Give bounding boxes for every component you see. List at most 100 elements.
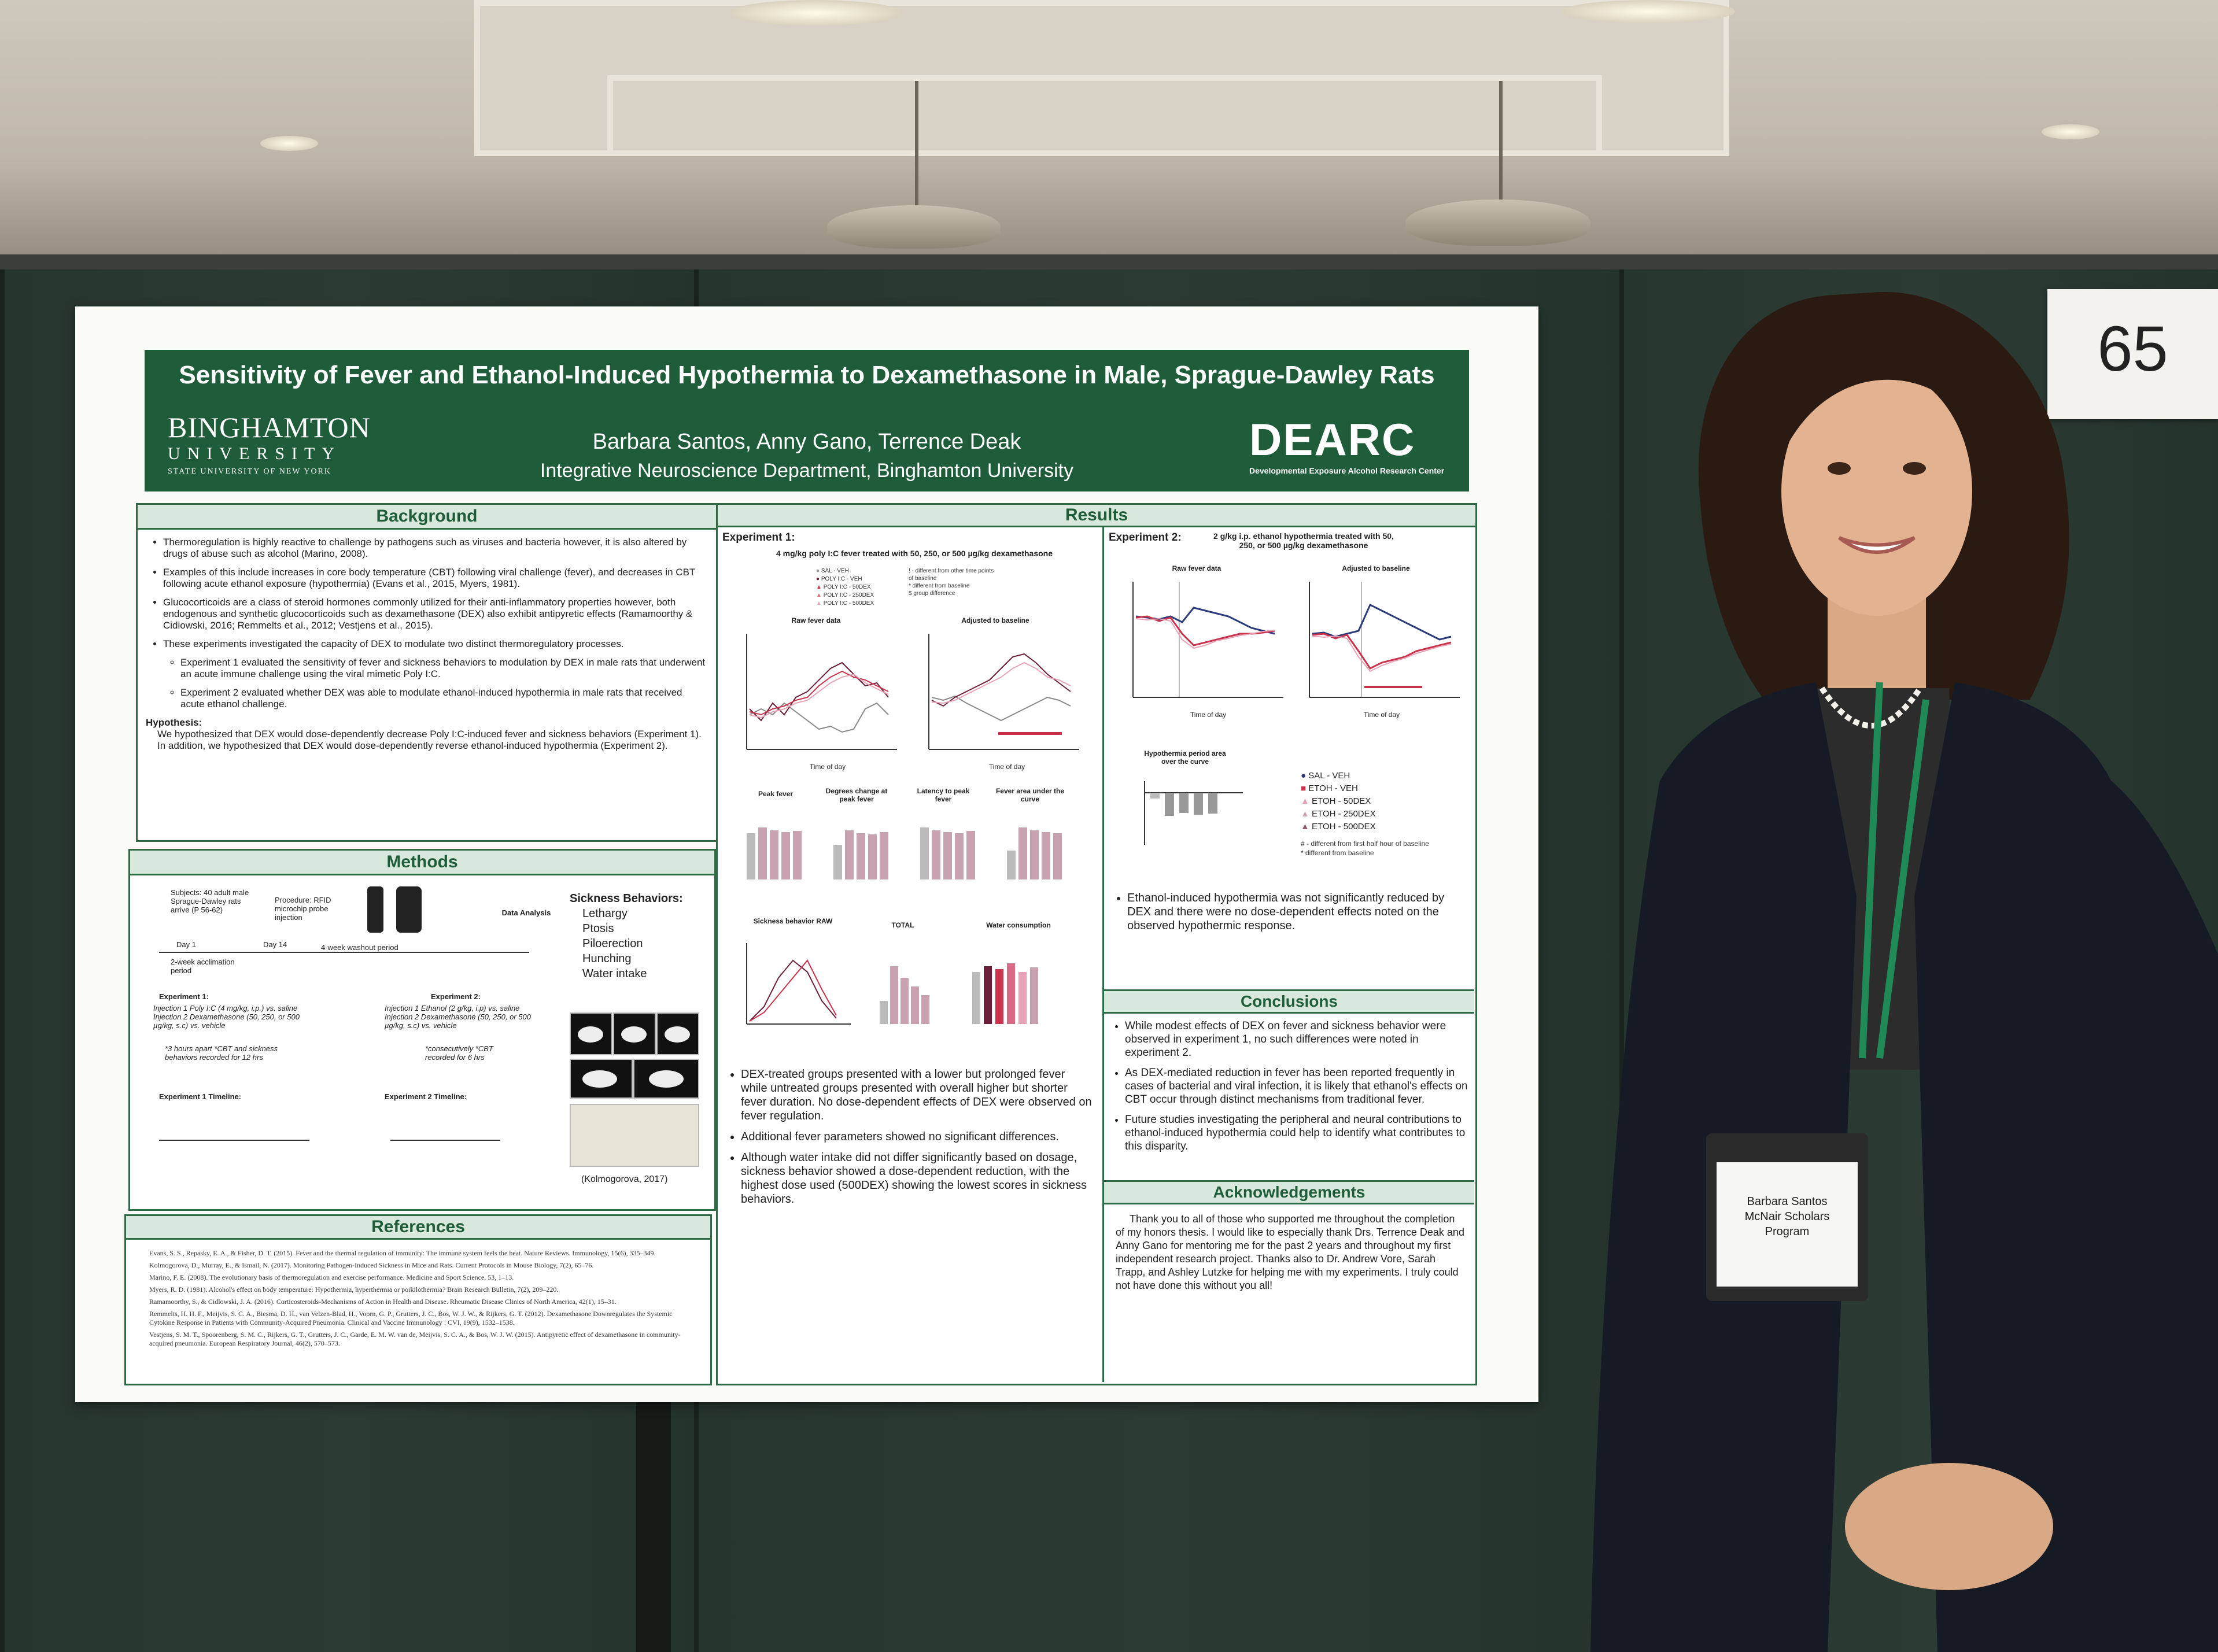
legend-note: * different from baseline bbox=[909, 583, 970, 589]
conclusions-section: Conclusions While modest effects of DEX … bbox=[1104, 989, 1474, 1182]
legend-label: POLY I:C - 50DEX bbox=[823, 584, 871, 590]
pendant-lamp bbox=[1405, 199, 1590, 246]
badge-program: McNair Scholars bbox=[1744, 1210, 1830, 1223]
finding: Although water intake did not differ sig… bbox=[741, 1151, 1094, 1206]
face bbox=[1781, 367, 1972, 616]
exp1-findings: DEX-treated groups presented with a lowe… bbox=[724, 1067, 1094, 1213]
legend-label: ETOH - 50DEX bbox=[1312, 796, 1371, 806]
rfid-reader-icon bbox=[396, 886, 422, 933]
section-heading: Conclusions bbox=[1104, 991, 1474, 1014]
significance-bar bbox=[1364, 686, 1422, 688]
bar bbox=[1165, 793, 1174, 816]
exp1-legend-notes: ! - different from other time points of … bbox=[909, 567, 995, 597]
rat-photo bbox=[656, 1012, 699, 1055]
badge-text: Barbara Santos McNair Scholars Program bbox=[1717, 1194, 1858, 1239]
bar bbox=[1208, 793, 1217, 814]
timeline-axis bbox=[159, 952, 529, 953]
legend-note: ! - different from other time points of … bbox=[909, 568, 994, 582]
legend-label: ETOH - 500DEX bbox=[1312, 822, 1376, 831]
pendant-lamp bbox=[827, 205, 1001, 249]
logo-name: DEARC bbox=[1249, 414, 1416, 465]
plot-title: Degrees change at peak fever bbox=[825, 787, 888, 803]
blazer-right bbox=[1914, 682, 2218, 1652]
background-section: Background Thermoregulation is highly re… bbox=[136, 503, 718, 842]
timeline1-axis bbox=[159, 1140, 309, 1141]
x-axis-label: Time of day bbox=[809, 763, 846, 771]
timeline2-label: Experiment 2 Timeline: bbox=[385, 1092, 467, 1101]
day-label: Day 1 bbox=[176, 940, 196, 949]
lanyard bbox=[1859, 682, 1883, 1059]
water-bottle-photo bbox=[570, 1104, 699, 1167]
legend-entry: ■ ETOH - VEH bbox=[1301, 784, 1358, 793]
sickness-behaviors-list: Sickness Behaviors: Lethargy Ptosis Pilo… bbox=[570, 891, 708, 981]
raw-fever-chart bbox=[746, 634, 897, 750]
series-sickness bbox=[749, 959, 837, 1022]
conclusion: While modest effects of DEX on fever and… bbox=[1125, 1019, 1468, 1059]
sickness-item: Hunching bbox=[582, 952, 632, 965]
badge-program: Program bbox=[1765, 1225, 1810, 1238]
data-analysis-label: Data Analysis bbox=[501, 908, 551, 917]
exp2-label: Experiment 2: bbox=[1109, 531, 1182, 544]
bar bbox=[1150, 793, 1160, 799]
legend-label: SAL - VEH bbox=[821, 568, 849, 574]
exp1-label: Experiment 1: bbox=[722, 531, 795, 544]
ceiling-light bbox=[2042, 124, 2099, 139]
series-sal-veh bbox=[931, 695, 1071, 722]
series-poly-50dex bbox=[749, 670, 889, 716]
section-heading: Acknowledgements bbox=[1104, 1182, 1474, 1204]
methods-section: Methods Subjects: 40 adult male Sprague-… bbox=[128, 849, 716, 1211]
x-axis-label: Time of day bbox=[1190, 711, 1227, 719]
reference-item: Myers, R. D. (1981). Alcohol's effect on… bbox=[149, 1285, 559, 1293]
legend-entry: ● SAL - VEH bbox=[1301, 771, 1350, 781]
bar bbox=[1194, 793, 1203, 815]
exp2-method-label: Experiment 2: bbox=[431, 992, 481, 1001]
legend-entry: ▲ POLY I:C - 50DEX bbox=[816, 584, 871, 590]
easel-leg bbox=[636, 1399, 671, 1652]
pearl-necklace bbox=[1819, 686, 1923, 729]
sub-bullet: Experiment 1 evaluated the sensitivity o… bbox=[180, 657, 708, 680]
plot-title: Water consumption bbox=[986, 921, 1051, 929]
section-heading: Background bbox=[138, 505, 716, 530]
eye bbox=[1828, 462, 1851, 475]
exp2-raw-chart bbox=[1132, 582, 1283, 698]
reference-item: Vestjens, S. M. T., Spoorenberg, S. M. C… bbox=[149, 1331, 681, 1347]
conclusions-text: While modest effects of DEX on fever and… bbox=[1104, 1014, 1474, 1153]
significance-bar bbox=[998, 732, 1062, 735]
procedure-label: Procedure: RFID microchip probe injectio… bbox=[275, 896, 331, 922]
rat-photo bbox=[633, 1059, 699, 1099]
legend-label: POLY I:C - 500DEX bbox=[823, 600, 874, 607]
sickness-item: Water intake bbox=[582, 967, 647, 980]
references-section: References Evans, S. S., Repasky, E. A.,… bbox=[124, 1214, 712, 1385]
washout-label: 4-week washout period bbox=[321, 943, 398, 952]
exp1-method-text: Injection 1 Poly I:C (4 mg/kg, i.p.) vs.… bbox=[153, 1004, 300, 1030]
legend-label: SAL - VEH bbox=[1308, 771, 1350, 781]
adjusted-fever-chart bbox=[928, 634, 1079, 750]
finding: Ethanol-induced hypothermia was not sign… bbox=[1127, 891, 1468, 933]
exp2-adjusted-chart bbox=[1309, 582, 1460, 698]
section-heading: Methods bbox=[130, 851, 714, 875]
badge-name: Barbara Santos bbox=[1747, 1195, 1828, 1208]
hands bbox=[1845, 1463, 2053, 1590]
hypothesis-label: Hypothesis: bbox=[146, 717, 202, 728]
binghamton-logo: BINGHAMTON UNIVERSITY STATE UNIVERSITY O… bbox=[168, 411, 376, 476]
references-list: Evans, S. S., Repasky, E. A., & Fisher, … bbox=[126, 1240, 710, 1348]
exp1-method-label: Experiment 1: bbox=[159, 992, 209, 1001]
rat-photo bbox=[570, 1059, 633, 1099]
plot-title: Adjusted to baseline bbox=[961, 616, 1029, 624]
plot-title: Raw fever data bbox=[1172, 564, 1221, 572]
sub-bullet: Experiment 2 evaluated whether DEX was a… bbox=[180, 687, 708, 710]
plot-title: Adjusted to baseline bbox=[1342, 564, 1410, 572]
ceiling-light bbox=[260, 136, 318, 151]
lamp-cord bbox=[915, 81, 918, 208]
sickness-item: Lethargy bbox=[582, 907, 628, 920]
plot-title: Sickness behavior RAW bbox=[753, 917, 833, 925]
logo-line: BINGHAMTON bbox=[168, 411, 371, 444]
legend-entry: ▲ ETOH - 50DEX bbox=[1301, 796, 1371, 806]
ceiling bbox=[0, 0, 2218, 272]
ceiling-light bbox=[1562, 0, 1735, 23]
exp2-method-note: *consecutively *CBT recorded for 6 hrs bbox=[425, 1044, 493, 1062]
subjects-label: Subjects: 40 adult male Sprague-Dawley r… bbox=[171, 888, 249, 914]
legend-label: POLY I:C - 250DEX bbox=[823, 592, 874, 598]
logo-line: UNIVERSITY bbox=[168, 444, 341, 463]
legend-label: ETOH - VEH bbox=[1308, 784, 1358, 793]
